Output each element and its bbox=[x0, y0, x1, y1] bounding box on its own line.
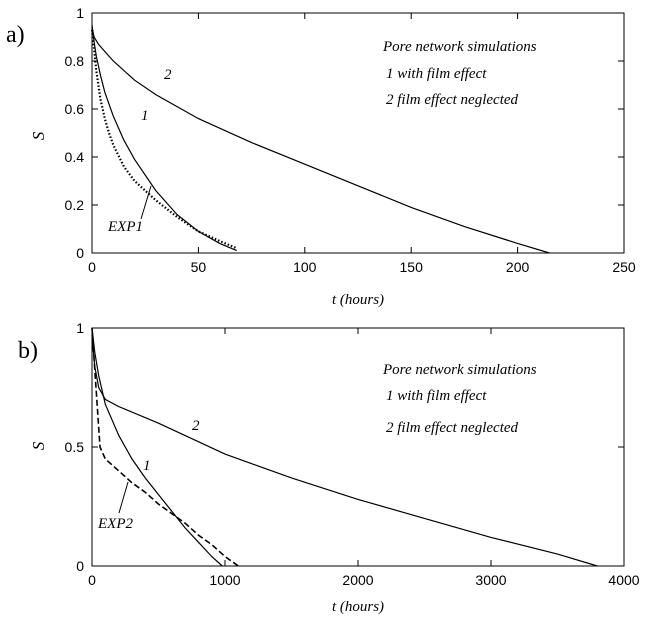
panel-a-legend-entry-2: 2 film effect neglected bbox=[386, 92, 519, 108]
panel-a-ytick-label: 0.2 bbox=[65, 197, 85, 213]
panel-a-series-2 bbox=[92, 27, 550, 253]
panel-a-ylabel: S bbox=[29, 131, 48, 140]
panel-b-ytick-label: 0 bbox=[76, 558, 84, 574]
panel-a-legend-entry-1: 1 with film effect bbox=[386, 66, 487, 82]
panel-a-xtick-label: 200 bbox=[506, 259, 530, 275]
panel-b-exp-pointer bbox=[119, 482, 128, 513]
panel-b-xlabel: t (hours) bbox=[332, 599, 384, 615]
panel-b-ylabel: S bbox=[29, 441, 48, 450]
panel-a-series bbox=[92, 25, 550, 253]
panel-a-series-1 bbox=[92, 25, 237, 251]
panel-b-xtick-label: 1000 bbox=[209, 572, 240, 588]
panel-b-xtick-label: 4000 bbox=[608, 572, 639, 588]
panel-a-xtick-label: 50 bbox=[191, 259, 207, 275]
panel-a: a) 0 50 100 150 200 250 0 0.2 0.4 0.6 0.8 1 S t (ho… bbox=[6, 5, 636, 308]
panel-b-legend-entry-1: 1 with film effect bbox=[386, 388, 487, 404]
panel-b-ytick-label: 0.5 bbox=[65, 439, 85, 455]
panel-b-xtick-label: 0 bbox=[88, 572, 96, 588]
panel-b-exp-label: EXP2 bbox=[97, 516, 133, 532]
panel-a-ytick-label: 0 bbox=[76, 245, 84, 261]
panel-b-ticks: 0 1000 2000 3000 4000 0 0.5 1 bbox=[65, 320, 640, 588]
panel-a-frame bbox=[92, 13, 624, 253]
panel-a-letter: a) bbox=[6, 22, 25, 48]
panel-b-frame bbox=[92, 328, 624, 566]
panel-a-ticks: 0 50 100 150 200 250 0 0.2 0.4 0.6 0.8 1 bbox=[65, 5, 636, 275]
panel-a-ytick-label: 0.4 bbox=[65, 149, 85, 165]
panel-b-legend-title: Pore network simulations bbox=[382, 362, 537, 378]
panel-a-ytick-label: 0.8 bbox=[65, 53, 85, 69]
panel-b-curve-2-label: 2 bbox=[192, 418, 200, 434]
panel-a-ytick-label: 1 bbox=[76, 5, 84, 21]
panel-a-xtick-label: 0 bbox=[88, 259, 96, 275]
panel-a-xtick-label: 250 bbox=[612, 259, 636, 275]
panel-a-exp-label: EXP1 bbox=[107, 219, 143, 235]
panel-a-curve-2-label: 2 bbox=[164, 67, 172, 83]
panel-b: b) 0 1000 2000 3000 4000 0 0.5 1 S t (hours) Po… bbox=[18, 320, 640, 615]
panel-a-exp-pointer bbox=[141, 186, 151, 219]
panel-a-series-exp1 bbox=[92, 30, 237, 248]
panel-b-xtick-label: 3000 bbox=[475, 572, 506, 588]
panel-a-legend-title: Pore network simulations bbox=[382, 39, 537, 55]
panel-b-ytick-label: 1 bbox=[76, 320, 84, 336]
panel-a-curve-1-label: 1 bbox=[141, 108, 149, 124]
panel-b-letter: b) bbox=[18, 338, 38, 364]
panel-a-xtick-label: 150 bbox=[400, 259, 424, 275]
panel-a-xtick-label: 100 bbox=[293, 259, 317, 275]
panel-b-curve-1-label: 1 bbox=[143, 458, 151, 474]
panel-b-legend-entry-2: 2 film effect neglected bbox=[386, 420, 519, 436]
panel-a-xlabel: t (hours) bbox=[332, 292, 384, 308]
panel-a-ytick-label: 0.6 bbox=[65, 101, 85, 117]
panel-b-xtick-label: 2000 bbox=[342, 572, 373, 588]
